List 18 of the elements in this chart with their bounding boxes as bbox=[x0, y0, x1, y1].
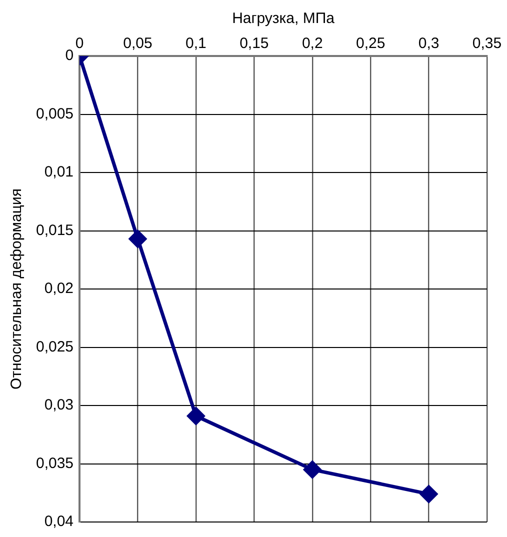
x-tick-label: 0,25 bbox=[356, 35, 386, 52]
y-tick-label: 0,01 bbox=[44, 164, 74, 181]
y-tick-label: 0 bbox=[65, 47, 74, 64]
x-tick-label: 0,2 bbox=[302, 35, 323, 52]
x-tick-label: 0,35 bbox=[472, 35, 502, 52]
x-axis-title: Нагрузка, МПа bbox=[232, 10, 336, 28]
y-tick-label: 0,015 bbox=[36, 222, 74, 239]
y-tick-label: 0,02 bbox=[44, 280, 74, 298]
x-tick-label: 0,15 bbox=[240, 35, 269, 52]
y-tick-label: 0,04 bbox=[44, 513, 74, 530]
y-tick-label: 0,025 bbox=[36, 338, 74, 356]
y-tick-label: 0,005 bbox=[36, 105, 74, 122]
x-tick-label: 0,1 bbox=[186, 35, 206, 52]
y-tick-label: 0,035 bbox=[36, 454, 74, 472]
x-tick-label: 0,05 bbox=[123, 35, 152, 52]
x-tick-label: 0,3 bbox=[418, 35, 440, 52]
y-tick-label: 0,03 bbox=[44, 396, 74, 414]
y-axis-title: Относительная деформация bbox=[8, 188, 26, 390]
